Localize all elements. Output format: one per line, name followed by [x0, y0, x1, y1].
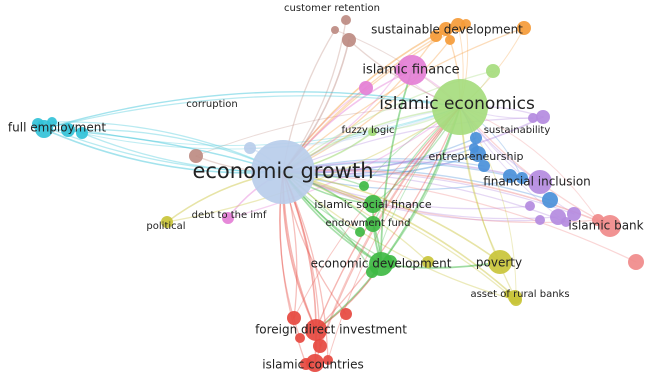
keyword-node[interactable]	[422, 256, 434, 268]
node-corruption[interactable]	[244, 142, 256, 154]
label-sustainability: sustainability	[484, 125, 551, 136]
link-hub-term	[282, 116, 544, 174]
label-political: political	[146, 221, 185, 232]
keyword-node[interactable]	[355, 227, 365, 237]
link-hub2-satellite	[195, 106, 461, 157]
keyword-node[interactable]	[445, 35, 455, 45]
link-hub2-term	[315, 106, 461, 331]
label-islamic-countries: islamic countries	[262, 358, 363, 372]
label-islamic-bank: islamic bank	[568, 219, 643, 233]
keyword-node[interactable]	[628, 254, 644, 270]
keyword-node[interactable]	[516, 172, 528, 184]
label-foreign-direct-investment: foreign direct investment	[255, 323, 407, 337]
keyword-node[interactable]	[567, 207, 581, 221]
node-sustainable-development[interactable]	[439, 22, 453, 36]
node-customer-retention[interactable]	[342, 33, 356, 47]
node-fuzzy-logic[interactable]	[369, 128, 377, 136]
node-foreign-direct-investment[interactable]	[305, 319, 327, 341]
label-islamic-finance: islamic finance	[362, 63, 459, 78]
keyword-node[interactable]	[287, 311, 301, 325]
node-sustainability[interactable]	[536, 110, 550, 124]
link-economic-development	[380, 69, 413, 265]
keyword-node[interactable]	[331, 26, 339, 34]
keyword-node[interactable]	[461, 19, 471, 29]
keyword-node[interactable]	[478, 160, 490, 172]
keyword-node[interactable]	[451, 18, 465, 32]
link-full-employment	[43, 91, 461, 130]
keyword-node[interactable]	[503, 169, 517, 183]
label-economic-development: economic development	[311, 257, 452, 271]
label-sustainable-development: sustainable development	[371, 23, 523, 37]
node-layer	[32, 15, 644, 372]
node-economic-development[interactable]	[369, 252, 393, 276]
node-entrepreneurship[interactable]	[470, 146, 486, 162]
link-hub-satellite	[282, 168, 551, 201]
link-hub-satellite	[282, 27, 525, 173]
node-poverty[interactable]	[488, 250, 512, 274]
keyword-node[interactable]	[542, 192, 558, 208]
node-political[interactable]	[161, 216, 173, 228]
link-hub-satellite	[282, 171, 541, 222]
keyword-node[interactable]	[561, 217, 571, 227]
node-islamic-countries[interactable]	[306, 354, 324, 372]
keyword-node[interactable]	[323, 355, 333, 365]
label-islamic-social-finance: islamic social finance	[314, 198, 431, 211]
node-islamic-bank[interactable]	[599, 215, 621, 237]
link-hub-satellite	[282, 171, 559, 220]
keyword-node[interactable]	[528, 113, 538, 123]
keyword-node[interactable]	[313, 339, 327, 353]
keyword-node[interactable]	[359, 81, 373, 95]
link-hub-satellite	[282, 171, 637, 263]
keyword-node[interactable]	[295, 333, 305, 343]
label-corruption: corruption	[186, 99, 238, 110]
label-financial-inclusion: financial inclusion	[483, 175, 591, 189]
link-hub2-term	[166, 106, 461, 223]
keyword-node[interactable]	[535, 215, 545, 225]
keyword-node[interactable]	[430, 30, 442, 42]
label-economic-growth: economic growth	[192, 159, 373, 183]
keyword-node[interactable]	[341, 15, 351, 25]
label-full-employment: full employment	[8, 121, 106, 135]
keyword-node[interactable]	[517, 21, 531, 35]
node-islamic-social-finance[interactable]	[364, 195, 382, 213]
link-hub2-satellite	[51, 106, 461, 147]
node-endowment-fund[interactable]	[365, 216, 381, 232]
label-layer: economic growth corruption islamic economi…	[8, 3, 644, 372]
label-poverty: poverty	[476, 256, 522, 270]
link-hub2-term	[227, 106, 461, 219]
label-fuzzy-logic: fuzzy logic	[342, 125, 395, 136]
keyword-node[interactable]	[359, 181, 369, 191]
node-financial-inclusion[interactable]	[528, 170, 552, 194]
label-debt-to-the-imf: debt to the imf	[192, 210, 267, 221]
link-hub-satellite	[282, 170, 575, 215]
label-islamic-economics: islamic economics	[379, 94, 535, 114]
keyword-node[interactable]	[61, 123, 75, 137]
link-hub-satellite	[282, 117, 534, 173]
label-entrepreneurship: entrepreneurship	[428, 150, 523, 163]
keyword-node[interactable]	[486, 64, 500, 78]
keyword-node[interactable]	[76, 127, 88, 139]
label-endowment-fund: endowment fund	[325, 218, 410, 229]
label-asset-of-rural-banks: asset of rural banks	[470, 289, 569, 300]
link-hub-term	[282, 171, 516, 298]
link-hub-satellite	[282, 171, 509, 295]
node-islamic-finance[interactable]	[397, 55, 427, 85]
keyword-node[interactable]	[525, 201, 535, 211]
keyword-node[interactable]	[470, 132, 482, 144]
keyword-node[interactable]	[340, 308, 352, 320]
node-debt-to-the-imf[interactable]	[222, 212, 234, 224]
node-economic-growth[interactable]	[251, 140, 315, 204]
node-asset-of-rural-banks[interactable]	[508, 290, 522, 304]
node-islamic-economics[interactable]	[432, 79, 488, 135]
label-customer-retention: customer retention	[284, 3, 380, 14]
node-full-employment[interactable]	[35, 120, 53, 138]
keyword-node[interactable]	[189, 149, 203, 163]
